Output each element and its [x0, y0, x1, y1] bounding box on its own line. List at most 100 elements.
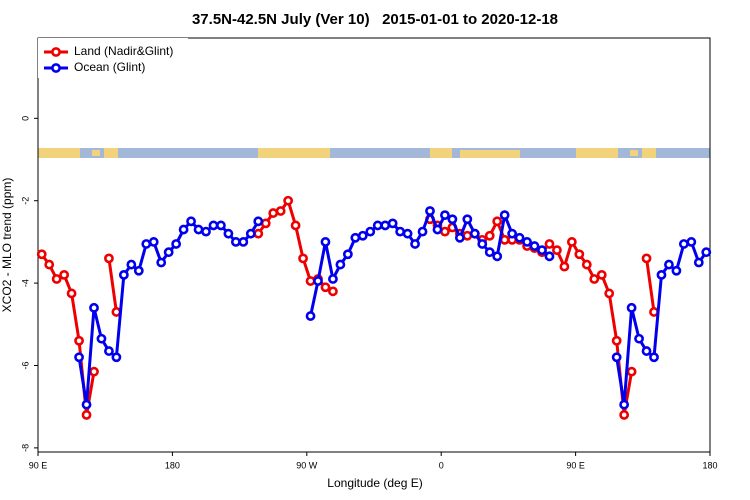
- data-point: [305, 311, 316, 321]
- data-point: [484, 247, 495, 258]
- data-point: [529, 241, 540, 251]
- data-point: [59, 269, 70, 280]
- data-point: [74, 352, 84, 363]
- data-point: [440, 210, 450, 221]
- data-point: [66, 288, 77, 299]
- y-axis-label: XCO2 - MLO trend (ppm): [0, 178, 14, 313]
- data-point: [589, 274, 600, 284]
- data-point: [193, 224, 204, 235]
- data-point: [305, 276, 316, 286]
- data-point: [596, 269, 607, 280]
- data-point: [44, 259, 55, 270]
- data-point: [89, 302, 99, 313]
- data-point: [81, 410, 92, 420]
- data-point: [148, 237, 159, 247]
- data-point: [133, 265, 144, 276]
- y-tick-label: -8: [20, 444, 30, 452]
- data-point: [290, 220, 301, 231]
- data-point: [566, 237, 577, 247]
- data-point: [357, 230, 368, 241]
- data-point: [328, 274, 338, 284]
- data-point: [410, 239, 420, 249]
- data-point: [581, 259, 592, 270]
- data-point: [298, 253, 308, 264]
- chart-title: 37.5N-42.5N July (Ver 10) 2015-01-01 to …: [192, 11, 558, 28]
- y-tick-label: -6: [20, 361, 30, 369]
- data-point: [611, 352, 622, 363]
- data-point: [664, 259, 674, 270]
- x-tick-label: 180: [702, 460, 717, 470]
- data-point: [89, 366, 99, 377]
- y-tick-label: -4: [20, 279, 30, 287]
- x-tick-label: 90 W: [296, 460, 318, 470]
- data-point: [253, 228, 264, 239]
- data-point: [656, 269, 667, 280]
- data-point: [507, 228, 518, 239]
- data-point: [619, 399, 630, 410]
- data-point: [499, 210, 510, 221]
- data-point: [402, 228, 413, 239]
- data-point: [701, 247, 712, 258]
- legend-marker: [51, 63, 61, 73]
- data-point: [477, 239, 488, 249]
- data-point: [619, 410, 630, 420]
- data-point: [671, 265, 682, 276]
- data-point: [111, 352, 122, 363]
- x-axis-label: Longitude (deg E): [327, 476, 422, 490]
- data-point: [216, 220, 226, 231]
- data-point: [320, 282, 331, 293]
- legend-marker: [51, 47, 61, 57]
- data-point: [425, 206, 435, 216]
- data-point: [522, 237, 532, 247]
- data-point: [686, 237, 697, 247]
- data-point: [201, 226, 211, 237]
- data-point: [283, 195, 294, 206]
- data-point: [342, 249, 353, 260]
- data-point: [447, 214, 458, 225]
- data-point: [51, 274, 62, 284]
- data-point: [462, 230, 473, 241]
- data-point: [104, 346, 114, 356]
- data-point: [126, 259, 137, 270]
- data-point: [574, 249, 585, 260]
- data-point: [335, 259, 346, 270]
- data-point: [626, 302, 637, 313]
- legend: [38, 38, 188, 78]
- data-point: [118, 269, 129, 280]
- plot-frame: [37, 37, 711, 453]
- series-line: [40, 197, 656, 416]
- x-tick-label: 90 E: [566, 460, 585, 470]
- data-point: [469, 228, 480, 239]
- data-point: [96, 333, 107, 344]
- data-point: [544, 251, 555, 262]
- map-strip: [38, 148, 710, 158]
- data-point: [275, 206, 286, 216]
- x-tick-label: 180: [165, 460, 180, 470]
- data-point: [417, 226, 428, 237]
- data-point: [208, 220, 219, 231]
- data-point: [611, 335, 622, 346]
- data-point: [641, 346, 652, 356]
- data-point: [186, 216, 196, 227]
- data-point: [268, 208, 279, 218]
- data-point: [163, 247, 174, 258]
- data-point: [178, 224, 189, 235]
- data-point: [260, 218, 271, 229]
- data-point: [537, 245, 547, 256]
- x-tick-label: 90 E: [29, 460, 48, 470]
- legend-label: Ocean (Glint): [74, 60, 145, 74]
- data-point: [559, 261, 570, 272]
- data-point: [328, 286, 338, 297]
- data-point: [462, 214, 473, 225]
- data-point: [634, 333, 644, 344]
- data-point: [223, 228, 234, 239]
- data-point: [74, 335, 84, 346]
- data-point: [156, 257, 167, 268]
- data-point: [552, 245, 562, 256]
- data-point: [387, 218, 398, 229]
- data-point: [649, 352, 659, 363]
- y-tick-label: -2: [20, 197, 30, 205]
- data-point: [678, 239, 689, 249]
- data-point: [313, 276, 323, 286]
